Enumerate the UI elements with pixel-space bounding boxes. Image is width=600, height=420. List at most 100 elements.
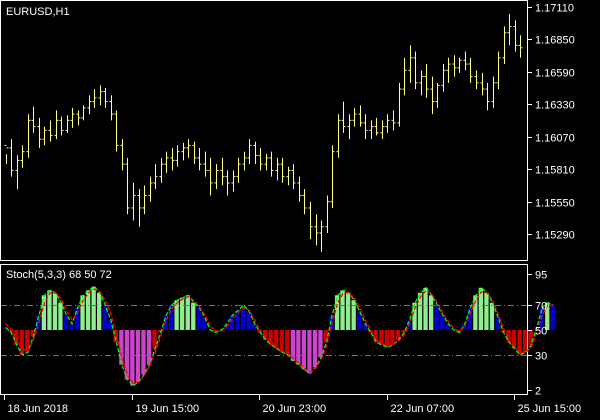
- price-bar: [31, 106, 36, 133]
- price-tick-label: 1.17110: [535, 3, 574, 15]
- histogram-bar: [257, 330, 262, 333]
- histogram-bar: [229, 315, 235, 330]
- indicator-tick-label: 50: [535, 326, 547, 338]
- histogram-bar: [323, 330, 329, 343]
- price-bar: [385, 114, 390, 133]
- price-bar: [148, 176, 153, 202]
- price-bar: [153, 164, 158, 190]
- histogram-bar: [545, 302, 550, 330]
- histogram-bar: [52, 292, 58, 330]
- price-bar: [76, 110, 81, 126]
- histogram-bar: [357, 311, 362, 330]
- price-tick-label: 1.15290: [535, 230, 575, 242]
- time-tick-label: 22 Jun 07:00: [391, 403, 455, 415]
- histogram-bar: [141, 330, 146, 375]
- indicator-tick-label: 30: [535, 351, 547, 363]
- price-bar: [308, 201, 313, 240]
- price-bar: [391, 110, 396, 131]
- price-bar: [457, 57, 462, 73]
- price-bar: [87, 95, 92, 115]
- price-bar: [247, 139, 252, 165]
- histogram-bar: [523, 330, 528, 353]
- histogram-bar: [368, 330, 373, 333]
- histogram-bar: [119, 330, 124, 365]
- price-bar: [397, 82, 402, 127]
- price-bar: [214, 164, 219, 190]
- histogram-bar: [489, 302, 495, 330]
- histogram-bar: [263, 330, 268, 340]
- histogram-bar: [41, 295, 46, 330]
- time-tick-label: 25 Jun 15:00: [518, 403, 582, 415]
- histogram-bar: [63, 315, 69, 330]
- price-bars: [4, 14, 523, 252]
- price-bar: [518, 35, 523, 58]
- histogram-bar: [213, 330, 218, 333]
- price-bar: [269, 151, 274, 177]
- price-tick-label: 1.15550: [535, 198, 575, 210]
- histogram-bar: [334, 295, 340, 330]
- price-bar: [413, 51, 418, 90]
- price-bar: [286, 166, 291, 186]
- histogram-bar: [346, 292, 351, 330]
- histogram-bar: [202, 317, 207, 330]
- histogram-bar: [108, 320, 113, 330]
- indicator-axis: 95 70 50 30 2: [528, 270, 547, 398]
- price-bar: [103, 87, 108, 108]
- price-bar: [192, 141, 197, 165]
- price-bar: [125, 157, 130, 215]
- histogram-bar: [401, 330, 406, 333]
- histogram-bar: [550, 305, 555, 330]
- histogram-bar: [395, 330, 401, 340]
- price-bar: [186, 139, 191, 158]
- histogram-bar: [251, 323, 257, 330]
- histogram-bar: [135, 330, 141, 383]
- price-bar: [26, 114, 31, 158]
- price-bar: [280, 157, 285, 183]
- price-bar: [92, 89, 97, 108]
- indicator-title: Stoch(5,3,3) 68 50 72: [6, 269, 112, 281]
- histogram-bar: [124, 330, 129, 380]
- histogram-bar: [102, 305, 107, 330]
- price-bar: [291, 164, 296, 190]
- histogram-bar: [274, 330, 279, 349]
- price-bar: [408, 45, 413, 83]
- histogram-bar: [517, 330, 522, 355]
- price-bar: [236, 157, 241, 183]
- price-bar: [225, 170, 230, 196]
- price-bar: [468, 57, 473, 83]
- histogram-bar: [340, 290, 345, 330]
- price-bar: [81, 105, 86, 121]
- histogram-bar: [47, 290, 52, 330]
- price-bar: [369, 120, 374, 140]
- histogram-bar: [456, 330, 461, 333]
- price-bar: [42, 126, 47, 146]
- histogram-bar: [3, 327, 8, 330]
- price-panel-frame: [0, 0, 528, 261]
- histogram-bar: [113, 330, 118, 343]
- price-axis: 1.17110 1.16850 1.16590 1.16330 1.16070 1.158…: [528, 3, 575, 242]
- price-bar: [181, 142, 186, 161]
- price-bar: [302, 189, 307, 215]
- histogram-bar: [74, 307, 80, 330]
- price-bar: [242, 151, 247, 171]
- price-bar: [474, 70, 479, 90]
- histogram-bar: [473, 295, 478, 330]
- price-bar: [446, 57, 451, 83]
- price-bar: [70, 107, 75, 128]
- histogram-bar: [351, 300, 356, 330]
- price-tick-label: 1.16070: [535, 133, 575, 145]
- time-axis: 18 Jun 2018 19 Jun 15:00 20 Jun 23:00 22 Ju…: [4, 395, 582, 415]
- price-bar: [37, 117, 42, 148]
- stochastic-signal-line: [5, 288, 554, 385]
- price-bar: [430, 76, 435, 115]
- price-bar: [264, 154, 269, 171]
- price-bar: [374, 117, 379, 136]
- histogram-bar: [14, 330, 19, 345]
- price-bar: [314, 214, 319, 246]
- histogram-bar: [246, 311, 251, 330]
- histogram-bar: [240, 305, 246, 330]
- price-bar: [513, 20, 518, 52]
- histogram-bar: [25, 330, 30, 353]
- price-bar: [203, 151, 208, 177]
